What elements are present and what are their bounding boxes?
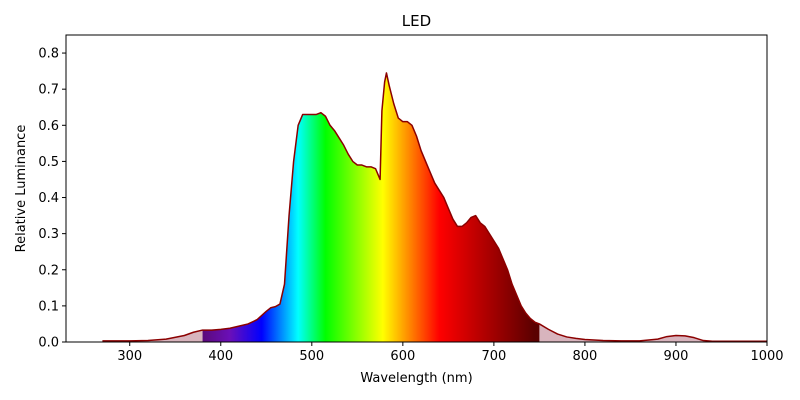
y-tick-label: 0.3	[38, 227, 59, 242]
x-tick-label: 600	[390, 349, 415, 364]
y-tick-label: 0.8	[38, 47, 59, 62]
y-axis-label: Relative Luminance	[14, 125, 29, 253]
y-tick-label: 0.2	[38, 263, 59, 278]
plot-area	[102, 72, 767, 342]
chart-title: LED	[402, 12, 431, 30]
visible-spectrum-fill	[202, 72, 540, 342]
x-tick-label: 800	[573, 349, 598, 364]
y-tick-label: 0.1	[38, 299, 59, 314]
luminance-line	[102, 72, 767, 342]
y-tick-label: 0.5	[38, 155, 59, 170]
x-tick-label: 500	[299, 349, 324, 364]
y-axis: 0.0 0.1 0.2 0.3 0.4 0.5 0.6 0.7 0.8	[38, 47, 66, 351]
x-tick-label: 300	[117, 349, 142, 364]
x-tick-label: 700	[481, 349, 506, 364]
ir-region-fill	[539, 323, 767, 342]
plot-frame	[65, 34, 768, 343]
y-tick-label: 0.4	[38, 191, 59, 206]
uv-region-fill	[102, 330, 203, 342]
x-axis: 300 400 500 600 700 800 900 1000	[117, 342, 784, 364]
y-tick-label: 0.7	[38, 83, 59, 98]
y-tick-label: 0.6	[38, 119, 59, 134]
x-tick-label: 900	[664, 349, 689, 364]
x-axis-label: Wavelength (nm)	[360, 371, 472, 386]
y-tick-label: 0.0	[38, 336, 59, 351]
x-tick-label: 1000	[750, 349, 783, 364]
x-tick-label: 400	[208, 349, 233, 364]
